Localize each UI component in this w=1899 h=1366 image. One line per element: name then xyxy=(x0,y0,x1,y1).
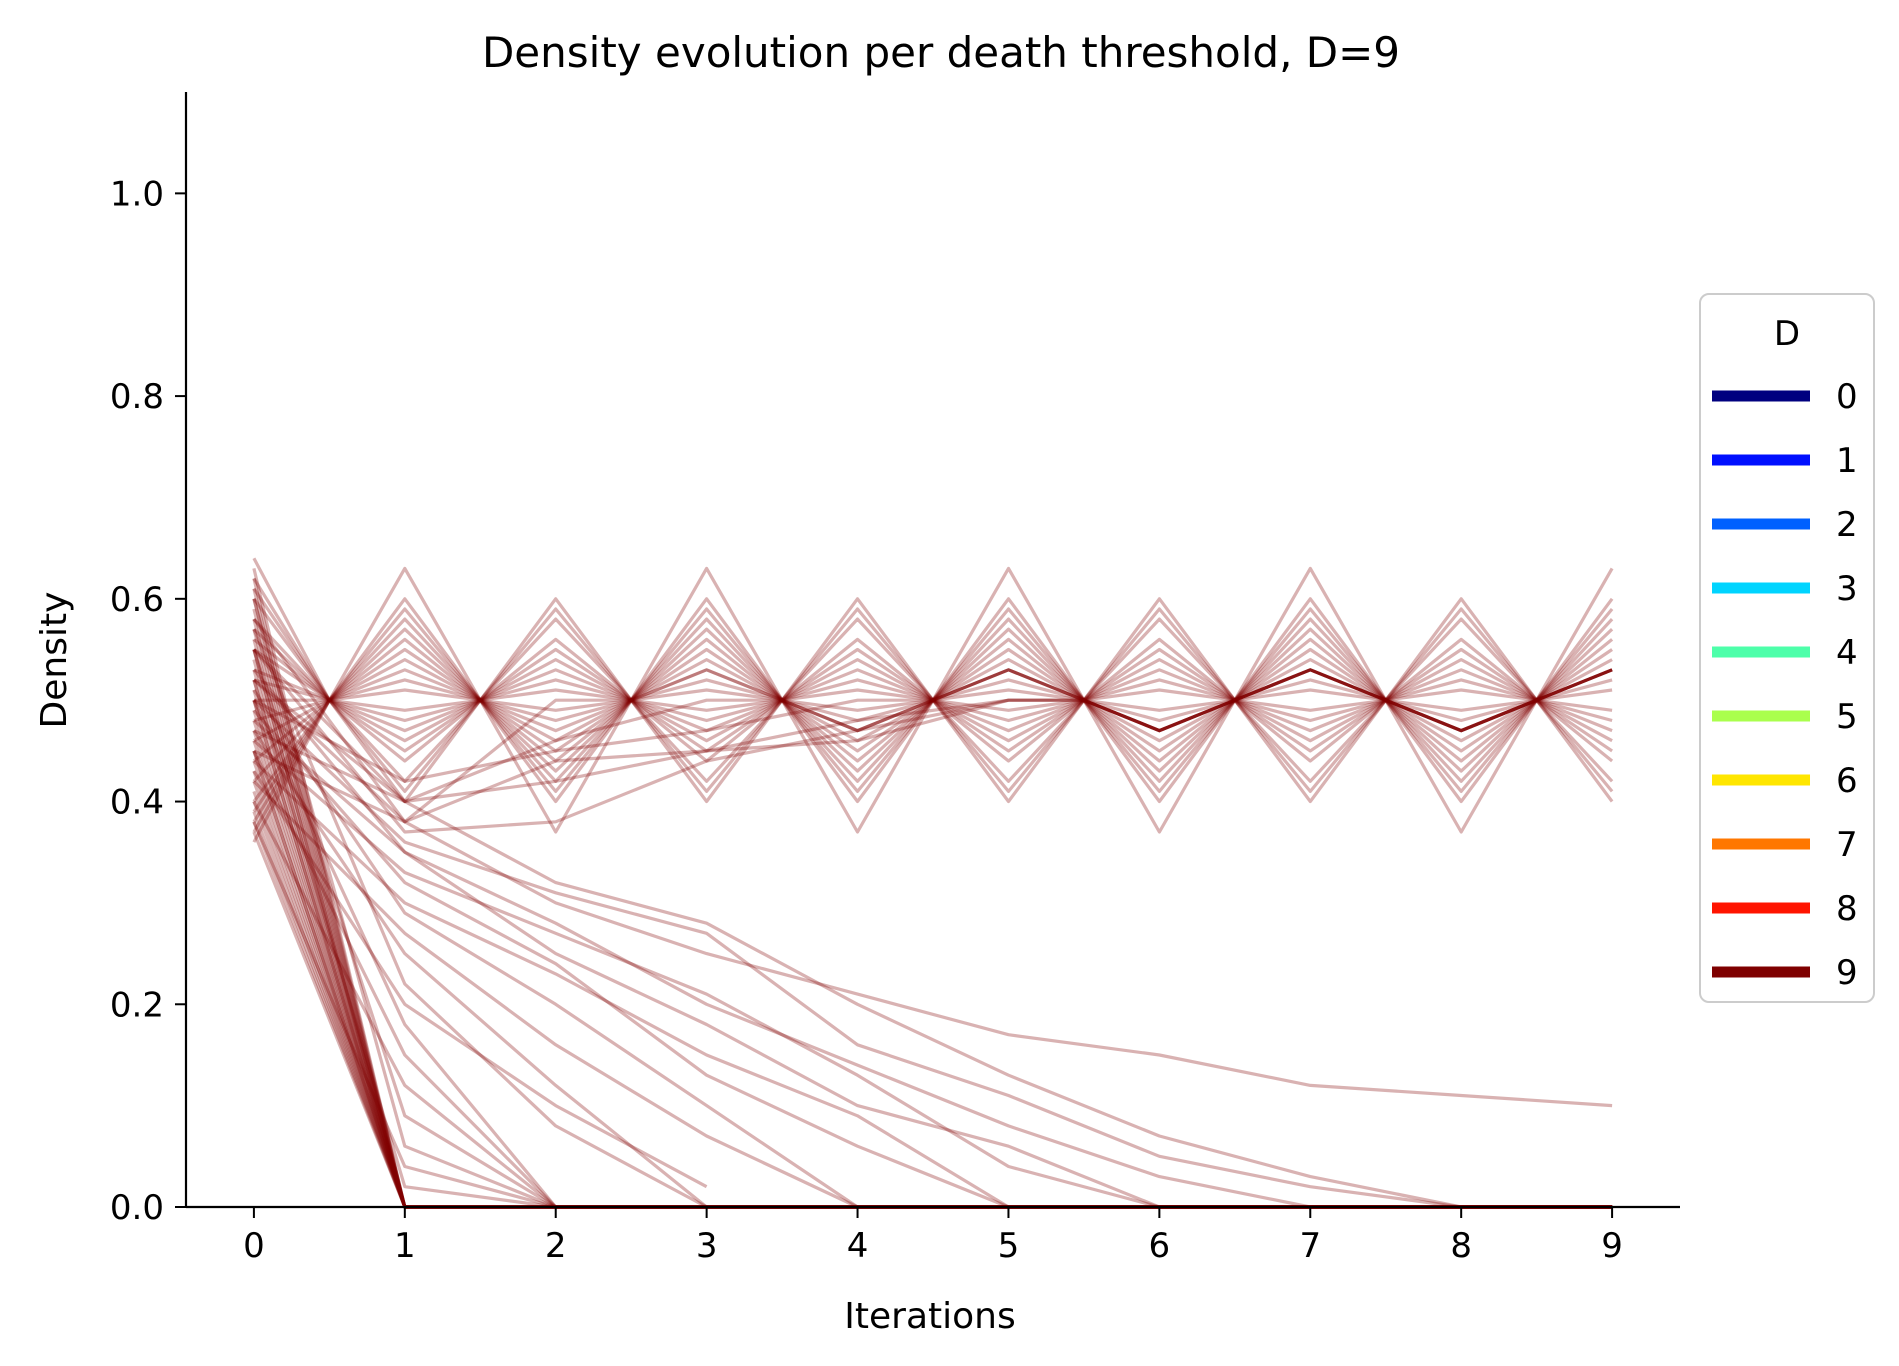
x-tick-label: 1 xyxy=(394,1226,416,1266)
oscillating-series-line xyxy=(252,577,1614,783)
y-tick-label: 0.0 xyxy=(110,1188,164,1228)
converging-series-line xyxy=(253,668,1613,783)
legend-label: 8 xyxy=(1836,889,1858,929)
x-tick-label: 7 xyxy=(1299,1226,1321,1266)
legend-label: 9 xyxy=(1836,953,1858,993)
x-tick-label: 6 xyxy=(1149,1226,1171,1266)
y-tick-label: 0.6 xyxy=(110,580,164,620)
legend-label: 0 xyxy=(1836,377,1858,417)
converging-series-line xyxy=(252,648,1613,834)
legend-label: 1 xyxy=(1836,441,1858,481)
converging-series-line xyxy=(252,668,1613,804)
oscillating-series-line xyxy=(252,627,1614,773)
decay-series-line xyxy=(252,719,1613,1209)
converging-series-line xyxy=(252,618,1613,824)
oscillating-series-line xyxy=(252,678,1613,783)
oscillating-series-line xyxy=(253,647,1613,753)
x-tick-label: 2 xyxy=(545,1226,567,1266)
legend-label: 7 xyxy=(1836,825,1858,865)
legend-label: 3 xyxy=(1836,569,1858,609)
oscillating-series-line xyxy=(252,557,1614,834)
oscillating-series-line xyxy=(253,637,1614,763)
x-tick-label: 0 xyxy=(243,1226,265,1266)
converging-series-line xyxy=(253,668,1613,824)
converging-series-line xyxy=(253,668,1613,804)
x-tick-label: 8 xyxy=(1450,1226,1472,1266)
legend-label: 5 xyxy=(1836,697,1858,737)
oscillating-series-line xyxy=(252,597,1614,793)
oscillating-series-line xyxy=(253,678,1613,723)
y-tick-label: 1.0 xyxy=(110,174,164,214)
legend-title: D xyxy=(1774,314,1800,354)
x-axis-label: Iterations xyxy=(844,1296,1015,1337)
oscillating-series-line xyxy=(252,658,1613,813)
x-axis-ticks: 0 1 2 3 4 5 6 7 8 9 xyxy=(243,1207,1623,1266)
oscillating-series-line xyxy=(252,688,1613,763)
x-tick-label: 5 xyxy=(998,1226,1020,1266)
oscillating-series-line xyxy=(253,658,1613,743)
decay-series-line xyxy=(252,668,1613,1209)
y-axis-label: Density xyxy=(34,592,75,729)
oscillating-series-line xyxy=(252,607,1614,793)
legend-entries: 0 1 2 3 4 5 6 7 8 9 xyxy=(1712,377,1858,993)
oscillating-series-line xyxy=(253,688,1613,743)
legend-label: 6 xyxy=(1836,761,1858,801)
y-tick-label: 0.4 xyxy=(110,783,164,823)
oscillating-series-line xyxy=(252,597,1614,804)
oscillating-series-line xyxy=(252,617,1614,843)
oscillating-series-line xyxy=(252,637,1614,833)
oscillating-series-line xyxy=(253,668,1613,733)
decay-series-line xyxy=(252,739,1613,1209)
y-axis-ticks: 0.0 0.2 0.4 0.6 0.8 1.0 xyxy=(110,174,186,1228)
x-tick-label: 9 xyxy=(1601,1226,1623,1266)
axes xyxy=(184,92,1680,1209)
decay-series-line xyxy=(252,648,1613,1209)
x-tick-label: 3 xyxy=(696,1226,718,1266)
decay-series-line xyxy=(252,770,708,1189)
oscillating-series-line xyxy=(252,647,1613,823)
y-tick-label: 0.8 xyxy=(110,377,164,417)
y-tick-label: 0.2 xyxy=(110,985,164,1025)
x-tick-label: 4 xyxy=(847,1226,869,1266)
legend: D 0 1 2 3 4 5 6 7 8 9 xyxy=(1699,293,1875,1003)
oscillating-series-line xyxy=(252,587,1614,804)
oscillating-series-line xyxy=(252,668,1613,803)
chart-title: Density evolution per death threshold, D… xyxy=(482,28,1400,77)
decay-series-line xyxy=(252,699,1613,1209)
legend-label: 2 xyxy=(1836,505,1858,545)
decay-series-line xyxy=(252,678,1613,1108)
legend-label: 4 xyxy=(1836,633,1858,673)
